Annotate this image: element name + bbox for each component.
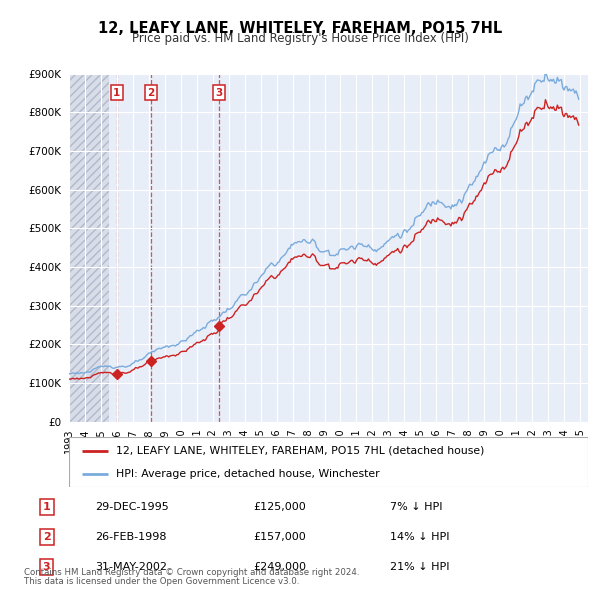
Text: £157,000: £157,000 [253, 532, 306, 542]
Text: 12, LEAFY LANE, WHITELEY, FAREHAM, PO15 7HL: 12, LEAFY LANE, WHITELEY, FAREHAM, PO15 … [98, 21, 502, 35]
Text: 31-MAY-2002: 31-MAY-2002 [95, 562, 167, 572]
Text: 26-FEB-1998: 26-FEB-1998 [95, 532, 166, 542]
Text: 29-DEC-1995: 29-DEC-1995 [95, 502, 169, 512]
Text: HPI: Average price, detached house, Winchester: HPI: Average price, detached house, Winc… [116, 469, 379, 479]
Text: 21% ↓ HPI: 21% ↓ HPI [389, 562, 449, 572]
Text: 12, LEAFY LANE, WHITELEY, FAREHAM, PO15 7HL (detached house): 12, LEAFY LANE, WHITELEY, FAREHAM, PO15 … [116, 445, 484, 455]
Text: Price paid vs. HM Land Registry's House Price Index (HPI): Price paid vs. HM Land Registry's House … [131, 32, 469, 45]
Text: This data is licensed under the Open Government Licence v3.0.: This data is licensed under the Open Gov… [24, 577, 299, 586]
Text: £249,000: £249,000 [253, 562, 307, 572]
Text: £125,000: £125,000 [253, 502, 306, 512]
Text: 7% ↓ HPI: 7% ↓ HPI [389, 502, 442, 512]
Text: 2: 2 [148, 88, 155, 98]
Text: 1: 1 [43, 502, 50, 512]
Text: 2: 2 [43, 532, 50, 542]
Text: 3: 3 [43, 562, 50, 572]
Text: 1: 1 [113, 88, 121, 98]
Text: 14% ↓ HPI: 14% ↓ HPI [389, 532, 449, 542]
Bar [69, 74, 109, 422]
Text: Contains HM Land Registry data © Crown copyright and database right 2024.: Contains HM Land Registry data © Crown c… [24, 568, 359, 577]
Text: 3: 3 [215, 88, 223, 98]
FancyBboxPatch shape [69, 437, 588, 487]
